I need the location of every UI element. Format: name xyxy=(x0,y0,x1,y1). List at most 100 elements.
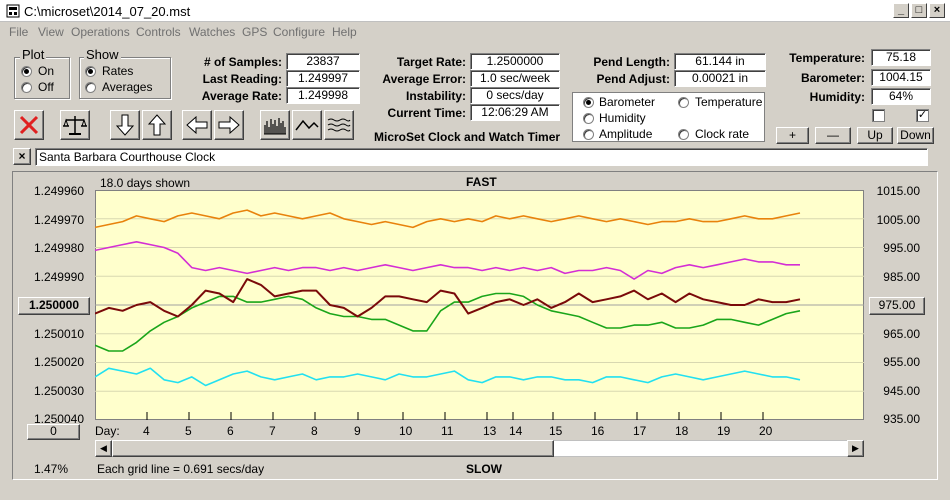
series-line-clock-rate xyxy=(95,278,801,318)
series-line-barometer xyxy=(95,209,801,229)
scroll-down-button[interactable] xyxy=(110,110,140,140)
pend-adjust-field: 0.00021 in xyxy=(674,70,766,87)
temperature-field: 75.18 xyxy=(871,49,931,66)
fast-label: FAST xyxy=(466,175,497,189)
y-left-tick: 1.249990 xyxy=(33,270,84,284)
scale-down-button[interactable]: Down xyxy=(897,127,934,144)
series-line-humidity xyxy=(95,240,800,280)
y-right-tick: 985.00 xyxy=(883,270,920,284)
y-right-tick: 1005.00 xyxy=(876,213,920,227)
y-left-tick: 1.249960 xyxy=(33,184,84,198)
left-scale-button[interactable]: 1.250000 xyxy=(18,297,90,315)
menu-view[interactable]: View xyxy=(38,25,64,39)
clock-name-field[interactable]: Santa Barbara Courthouse Clock xyxy=(35,148,928,166)
chart-svg xyxy=(95,209,864,420)
grid-note-label: Each grid line = 0.691 secs/day xyxy=(97,462,265,476)
balance-button[interactable] xyxy=(60,110,90,140)
plot-off-radio[interactable] xyxy=(21,82,32,93)
right-scale-button[interactable]: 975.00 xyxy=(869,297,925,315)
menu-controls[interactable]: Controls xyxy=(136,25,181,39)
scrollbar-track[interactable] xyxy=(554,441,847,456)
y-right-tick: 955.00 xyxy=(883,355,920,369)
minimize-button[interactable]: _ xyxy=(893,3,909,18)
scroll-left-button[interactable] xyxy=(182,110,212,140)
arrow-right-icon xyxy=(218,116,240,134)
show-averages-radio[interactable] xyxy=(85,82,96,93)
scroll-up-button[interactable] xyxy=(142,110,172,140)
scale-balance-icon xyxy=(63,116,87,135)
scale-minus-button[interactable]: — xyxy=(815,127,851,144)
maximize-button[interactable]: □ xyxy=(911,3,927,18)
y-right-tick: 965.00 xyxy=(883,327,920,341)
humidity-field: 64% xyxy=(871,88,931,105)
clock-rate-option-label: Clock rate xyxy=(695,127,750,141)
menu-file[interactable]: File xyxy=(9,25,29,39)
arrow-up-icon xyxy=(148,114,166,136)
histogram-icon xyxy=(264,118,286,135)
barometer-radio[interactable] xyxy=(583,97,594,108)
temperature-label: Temperature: xyxy=(789,51,865,65)
line-graph-icon xyxy=(295,119,319,131)
menu-watches[interactable]: Watches xyxy=(189,25,236,39)
day-tick-label: 7 xyxy=(269,424,276,438)
day-tick-label: 14 xyxy=(509,424,523,438)
menu-operations[interactable]: Operations xyxy=(71,25,130,39)
barometer-field: 1004.15 xyxy=(871,69,931,86)
red-x-icon xyxy=(19,115,39,135)
offset-zero-button[interactable]: 0 xyxy=(27,424,80,440)
target-rate-field[interactable]: 1.2500000 xyxy=(470,53,560,70)
app-icon xyxy=(6,4,20,18)
scale-up-button[interactable]: Up xyxy=(857,127,893,144)
close-window-button[interactable]: × xyxy=(929,3,945,18)
instability-field: 0 secs/day xyxy=(470,87,560,104)
show-group-label: Show xyxy=(84,47,121,62)
histogram-view-button[interactable] xyxy=(260,110,290,140)
amplitude-radio[interactable] xyxy=(583,129,594,140)
average-rate-field: 1.249998 xyxy=(286,87,360,104)
scroll-right-arrow[interactable]: ▶ xyxy=(847,440,864,457)
y-right-tick: 935.00 xyxy=(883,412,920,426)
menu-help[interactable]: Help xyxy=(332,25,357,39)
scale-plus-button[interactable]: + xyxy=(776,127,809,144)
option-checkbox-1[interactable] xyxy=(872,109,885,122)
option-checkbox-2[interactable]: ✓ xyxy=(916,109,929,122)
temperature-option-label: Temperature xyxy=(695,95,763,109)
samples-label: # of Samples: xyxy=(203,55,282,69)
show-rates-radio[interactable] xyxy=(85,66,96,77)
y-right-tick: 1015.00 xyxy=(876,184,920,198)
day-tick-label: 16 xyxy=(591,424,605,438)
clock-rate-radio[interactable] xyxy=(678,129,689,140)
multi-line-icon xyxy=(327,118,351,132)
day-tick-label: 5 xyxy=(185,424,192,438)
day-tick-label: 4 xyxy=(143,424,150,438)
scroll-left-arrow[interactable]: ◀ xyxy=(95,440,112,457)
samples-field: 23837 xyxy=(286,53,360,70)
line-view-button[interactable] xyxy=(292,110,322,140)
day-tick-label: 18 xyxy=(675,424,689,438)
scrollbar-thumb[interactable] xyxy=(112,440,554,457)
plot-on-radio[interactable] xyxy=(21,66,32,77)
menu-configure[interactable]: Configure xyxy=(273,25,326,39)
arrow-left-icon xyxy=(186,116,208,134)
temperature-radio[interactable] xyxy=(678,97,689,108)
series-line-temperature xyxy=(95,292,801,352)
menu-gps[interactable]: GPS xyxy=(242,25,268,39)
pend-length-field[interactable]: 61.144 in xyxy=(674,53,766,70)
target-rate-label: Target Rate: xyxy=(396,55,466,69)
day-tick-label: 9 xyxy=(354,424,361,438)
humidity-option-label: Humidity xyxy=(599,111,646,125)
multi-line-view-button[interactable] xyxy=(324,110,354,140)
average-rate-label: Average Rate: xyxy=(201,89,282,103)
average-error-field: 1.0 sec/week xyxy=(470,70,560,87)
day-axis-label: Day: xyxy=(95,424,120,438)
y-left-tick: 1.250040 xyxy=(33,412,84,426)
close-clock-button[interactable]: × xyxy=(13,148,31,165)
y-left-tick: 1.249980 xyxy=(33,241,84,255)
series-line-amplitude xyxy=(95,367,801,387)
humidity-radio[interactable] xyxy=(583,113,594,124)
instability-label: Instability: xyxy=(405,89,466,103)
clear-button[interactable] xyxy=(14,110,44,140)
app-caption: MicroSet Clock and Watch Timer xyxy=(374,130,561,144)
scroll-right-button[interactable] xyxy=(214,110,244,140)
day-tick-label: 11 xyxy=(441,424,454,438)
